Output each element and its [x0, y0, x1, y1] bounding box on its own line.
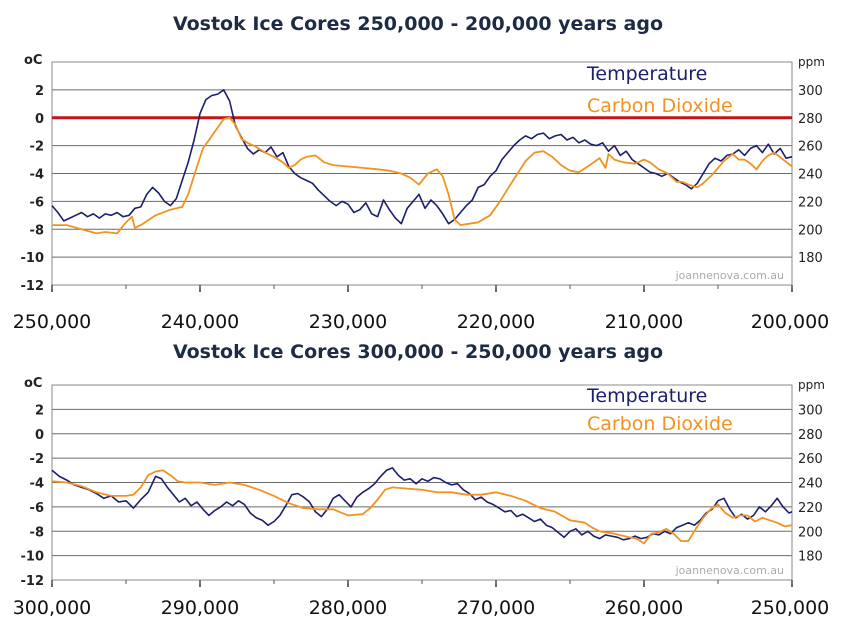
legend-entry: Carbon Dioxide: [587, 413, 733, 435]
temp-tick-label: -8: [30, 525, 44, 540]
co2-tick-label: 280: [798, 112, 823, 127]
x-tick-label: 250,000: [751, 597, 830, 619]
chart-title: Vostok Ice Cores 250,000 - 200,000 years…: [173, 13, 663, 35]
co2-tick-label: 240: [798, 477, 823, 492]
temp-tick-label: -6: [30, 195, 44, 210]
temp-tick-label: 2: [35, 84, 44, 99]
co2-tick-label: 280: [798, 428, 823, 443]
chart-title: Vostok Ice Cores 300,000 - 250,000 years…: [173, 341, 663, 363]
temp-tick-label: -12: [21, 279, 45, 294]
chart-panel-300k-250k: Vostok Ice Cores 300,000 - 250,000 years…: [13, 341, 830, 619]
x-tick-label: 200,000: [751, 311, 830, 333]
x-tick-label: 270,000: [457, 597, 536, 619]
x-tick-label: 260,000: [605, 597, 684, 619]
watermark: joannenova.com.au: [675, 564, 784, 577]
x-tick-label: 250,000: [13, 311, 92, 333]
x-tick-label: 280,000: [309, 597, 388, 619]
legend-entry: Temperature: [586, 63, 707, 85]
temp-tick-label: -4: [30, 477, 44, 492]
co2-tick-label: 220: [798, 195, 823, 210]
co2-series-line: [51, 469, 793, 545]
temp-tick-label: -10: [21, 550, 45, 565]
co2-unit-label: ppm: [798, 55, 825, 69]
co2-unit-label: ppm: [798, 378, 825, 392]
temp-unit-label: oC: [24, 376, 42, 391]
watermark: joannenova.com.au: [675, 269, 784, 282]
x-tick-label: 230,000: [309, 311, 388, 333]
co2-tick-label: 180: [798, 550, 823, 565]
co2-tick-label: 300: [798, 403, 823, 418]
temp-tick-label: -12: [21, 574, 45, 589]
co2-series-line: [52, 116, 793, 235]
temp-tick-label: -8: [30, 223, 44, 238]
x-tick-label: 220,000: [457, 311, 536, 333]
temp-tick-label: 0: [35, 112, 44, 127]
co2-tick-label: 200: [798, 223, 823, 238]
temp-tick-label: -4: [30, 168, 44, 183]
temperature-series-line: [51, 467, 793, 541]
temp-tick-label: -2: [30, 452, 44, 467]
x-tick-label: 300,000: [13, 597, 92, 619]
co2-tick-label: 220: [798, 501, 823, 516]
temp-tick-label: -2: [30, 140, 44, 155]
co2-tick-label: 260: [798, 452, 823, 467]
temp-tick-label: -10: [21, 251, 45, 266]
co2-tick-label: 180: [798, 251, 823, 266]
co2-tick-label: 240: [798, 168, 823, 183]
x-tick-label: 290,000: [161, 597, 240, 619]
x-tick-label: 240,000: [161, 311, 240, 333]
x-tick-label: 210,000: [605, 311, 684, 333]
legend-entry: Carbon Dioxide: [587, 95, 733, 117]
co2-tick-label: 260: [798, 140, 823, 155]
temp-unit-label: oC: [24, 53, 42, 68]
co2-tick-label: 300: [798, 84, 823, 99]
temp-tick-label: 2: [35, 403, 44, 418]
legend-entry: Temperature: [586, 385, 707, 407]
temp-tick-label: -6: [30, 501, 44, 516]
co2-tick-label: 200: [798, 525, 823, 540]
chart-panel-250k-200k: Vostok Ice Cores 250,000 - 200,000 years…: [13, 13, 830, 333]
temp-tick-label: 0: [35, 428, 44, 443]
